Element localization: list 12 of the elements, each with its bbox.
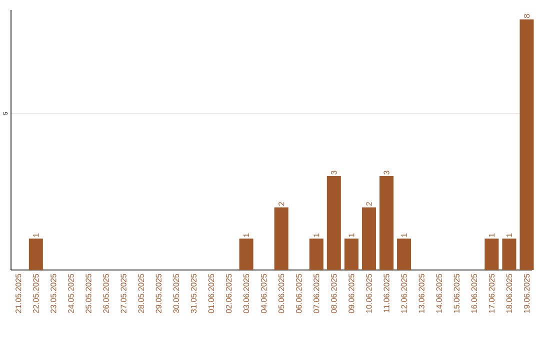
- bar: [344, 238, 358, 270]
- bar: [362, 207, 376, 270]
- bar: [520, 19, 534, 270]
- bar: [397, 238, 412, 270]
- bar: [274, 207, 288, 270]
- bar: [484, 238, 499, 270]
- bar: [379, 176, 394, 270]
- bar: [502, 238, 516, 270]
- bar: [326, 176, 341, 270]
- bar: [28, 238, 43, 270]
- bar: [309, 238, 324, 270]
- bar: [239, 238, 254, 270]
